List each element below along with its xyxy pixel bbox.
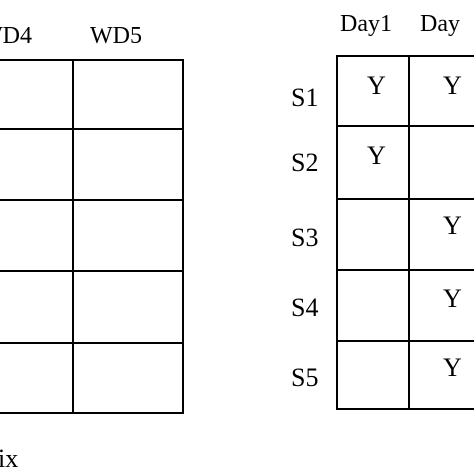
right-cell-s4-day1 xyxy=(336,269,410,342)
left-cell-r4-c2 xyxy=(72,270,184,344)
right-row-label-s2: S2 xyxy=(291,148,319,177)
left-cell-r5-c1 xyxy=(0,342,74,414)
left-cell-r2-c1 xyxy=(0,128,74,201)
right-cell-s5-day1 xyxy=(336,340,410,410)
right-cell-s5-day2: Y xyxy=(408,340,474,410)
right-row-label-s3: S3 xyxy=(291,223,319,252)
right-col-header-day2: Day xyxy=(420,11,460,37)
left-cell-r1-c1 xyxy=(0,59,74,130)
right-col-header-day1: Day1 xyxy=(340,11,392,37)
right-cell-s1-day2-value: Y xyxy=(443,71,462,100)
right-cell-s3-day2: Y xyxy=(408,198,474,271)
right-cell-s2-day2 xyxy=(408,125,474,200)
right-cell-s2-day1-value: Y xyxy=(367,141,386,170)
right-row-label-s4: S4 xyxy=(291,293,319,322)
right-cell-s3-day1 xyxy=(336,198,410,271)
left-col-header-wd4: WD4 xyxy=(0,23,32,49)
left-cell-r2-c2 xyxy=(72,128,184,201)
left-cell-r4-c1 xyxy=(0,270,74,344)
left-col-header-wd5: WD5 xyxy=(90,23,142,49)
left-cell-r3-c1 xyxy=(0,199,74,272)
right-row-label-s1: S1 xyxy=(291,83,319,112)
left-cell-r5-c2 xyxy=(72,342,184,414)
right-cell-s3-day2-value: Y xyxy=(443,211,462,240)
right-cell-s4-day2-value: Y xyxy=(443,284,462,313)
right-cell-s2-day1: Y xyxy=(336,125,410,200)
right-cell-s1-day2: Y xyxy=(408,55,474,127)
left-cell-r1-c2 xyxy=(72,59,184,130)
right-cell-s4-day2: Y xyxy=(408,269,474,342)
right-cell-s1-day1: Y xyxy=(336,55,410,127)
right-row-label-s5: S5 xyxy=(291,363,319,392)
left-cell-r3-c2 xyxy=(72,199,184,272)
left-caption: ix xyxy=(0,444,19,473)
right-cell-s5-day2-value: Y xyxy=(443,353,462,382)
right-cell-s1-day1-value: Y xyxy=(367,71,386,100)
